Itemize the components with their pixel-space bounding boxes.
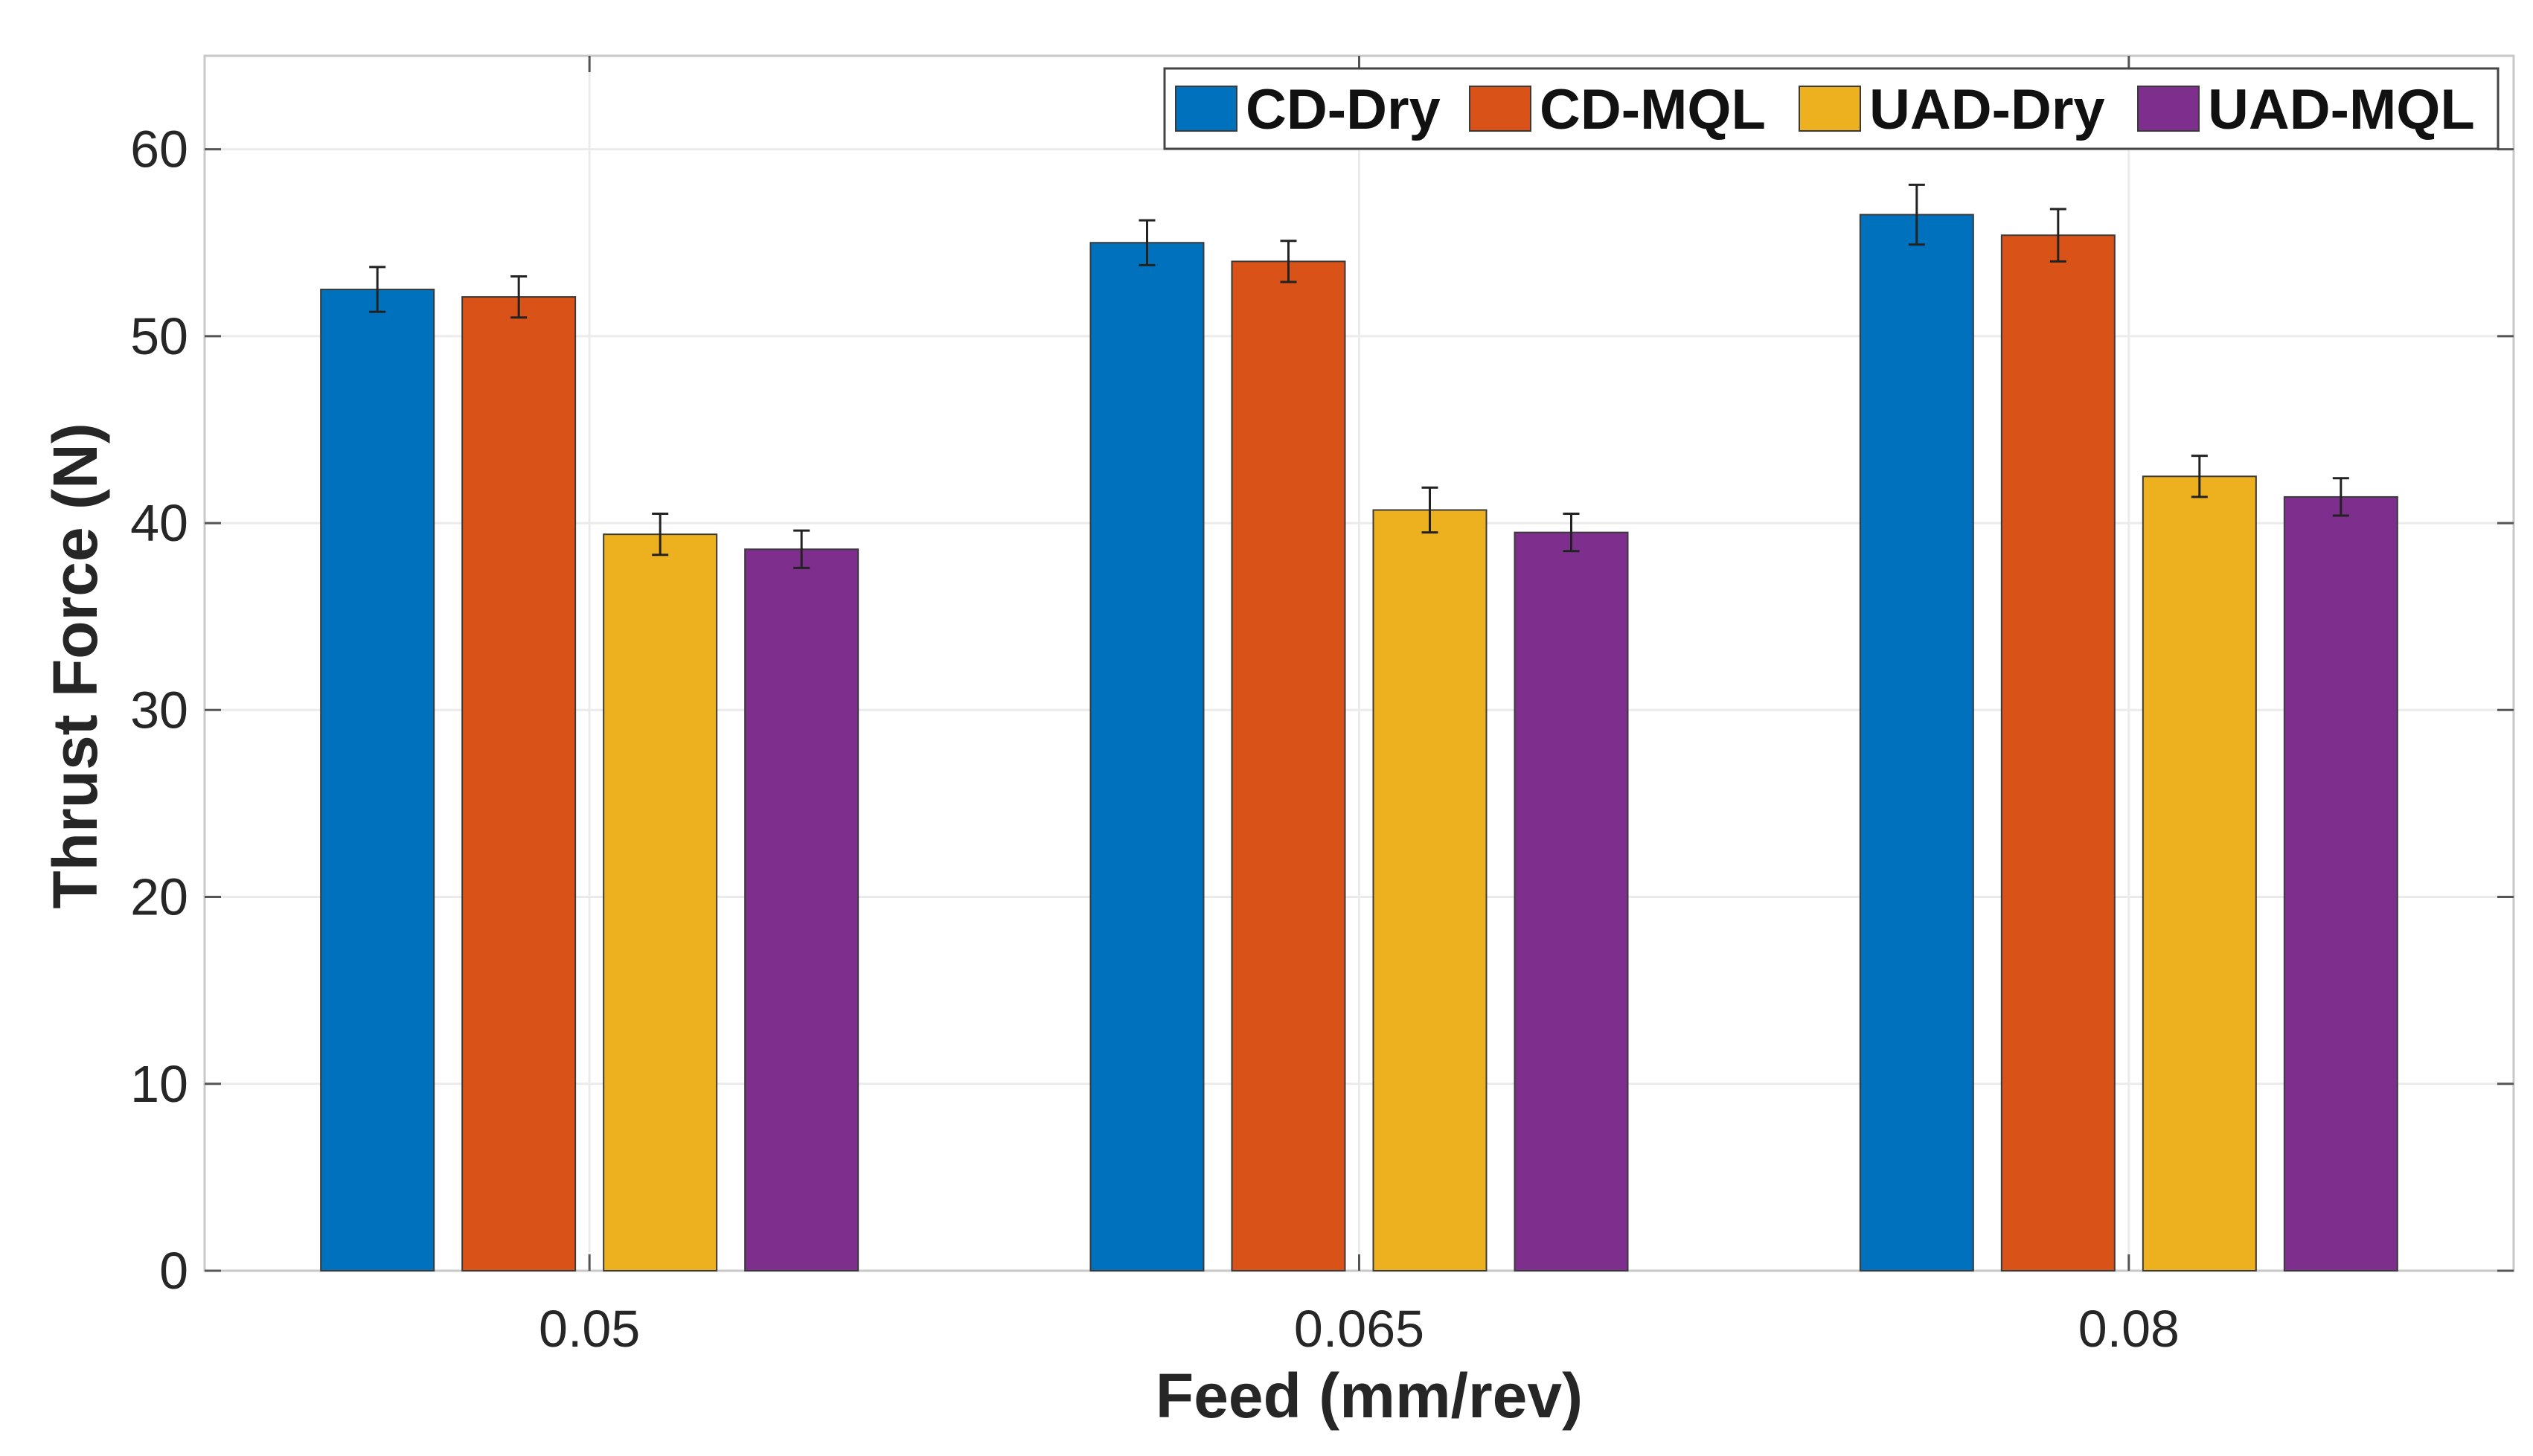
y-tick-label: 0 bbox=[159, 1242, 188, 1300]
bar-uad-mql-0.065 bbox=[1514, 531, 1629, 1271]
bar-cd-dry-0.08 bbox=[1859, 214, 1974, 1271]
x-tick-label: 0.05 bbox=[539, 1300, 640, 1358]
x-axis-ticks: 0.05 0.065 0.08 bbox=[539, 56, 2180, 1358]
legend-label-cd-dry: CD-Dry bbox=[1246, 78, 1441, 141]
bars bbox=[320, 214, 2398, 1272]
bar-cd-mql-0.05 bbox=[461, 296, 577, 1272]
bar-uad-dry-0.08 bbox=[2142, 475, 2257, 1271]
legend-swatch-uad-mql bbox=[2137, 86, 2200, 132]
x-tick-label: 0.08 bbox=[2078, 1300, 2180, 1358]
legend: CD-Dry CD-MQL UAD-Dry UAD-MQL bbox=[1163, 67, 2500, 150]
error-bars bbox=[369, 183, 2349, 569]
y-tick-label: 30 bbox=[130, 681, 188, 739]
legend-swatch-cd-mql bbox=[1469, 86, 1531, 132]
x-tick-label: 0.065 bbox=[1294, 1300, 1424, 1358]
legend-label-uad-dry: UAD-Dry bbox=[1869, 78, 2105, 141]
bar-cd-mql-0.08 bbox=[2000, 234, 2116, 1272]
legend-swatch-cd-dry bbox=[1175, 86, 1237, 132]
legend-label-uad-mql: UAD-MQL bbox=[2208, 78, 2475, 141]
y-tick-label: 10 bbox=[130, 1055, 188, 1113]
bar-uad-dry-0.05 bbox=[603, 533, 718, 1271]
x-axis-title: Feed (mm/rev) bbox=[1156, 1361, 1583, 1431]
bar-cd-mql-0.065 bbox=[1231, 260, 1346, 1271]
legend-swatch-uad-dry bbox=[1799, 86, 1861, 132]
y-tick-label: 20 bbox=[130, 868, 188, 926]
bar-uad-mql-0.08 bbox=[2283, 496, 2398, 1271]
y-axis-ticks: 0 10 20 30 40 50 60 bbox=[130, 121, 2514, 1300]
y-tick-label: 50 bbox=[130, 307, 188, 365]
legend-label-cd-mql: CD-MQL bbox=[1540, 78, 1766, 141]
y-tick-label: 40 bbox=[130, 494, 188, 552]
bar-cd-dry-0.05 bbox=[320, 289, 435, 1271]
bar-cd-dry-0.065 bbox=[1089, 242, 1205, 1272]
y-axis-title: Thrust Force (N) bbox=[40, 423, 110, 908]
bar-uad-dry-0.065 bbox=[1372, 509, 1488, 1271]
bar-uad-mql-0.05 bbox=[744, 548, 859, 1271]
y-tick-label: 60 bbox=[130, 121, 188, 179]
